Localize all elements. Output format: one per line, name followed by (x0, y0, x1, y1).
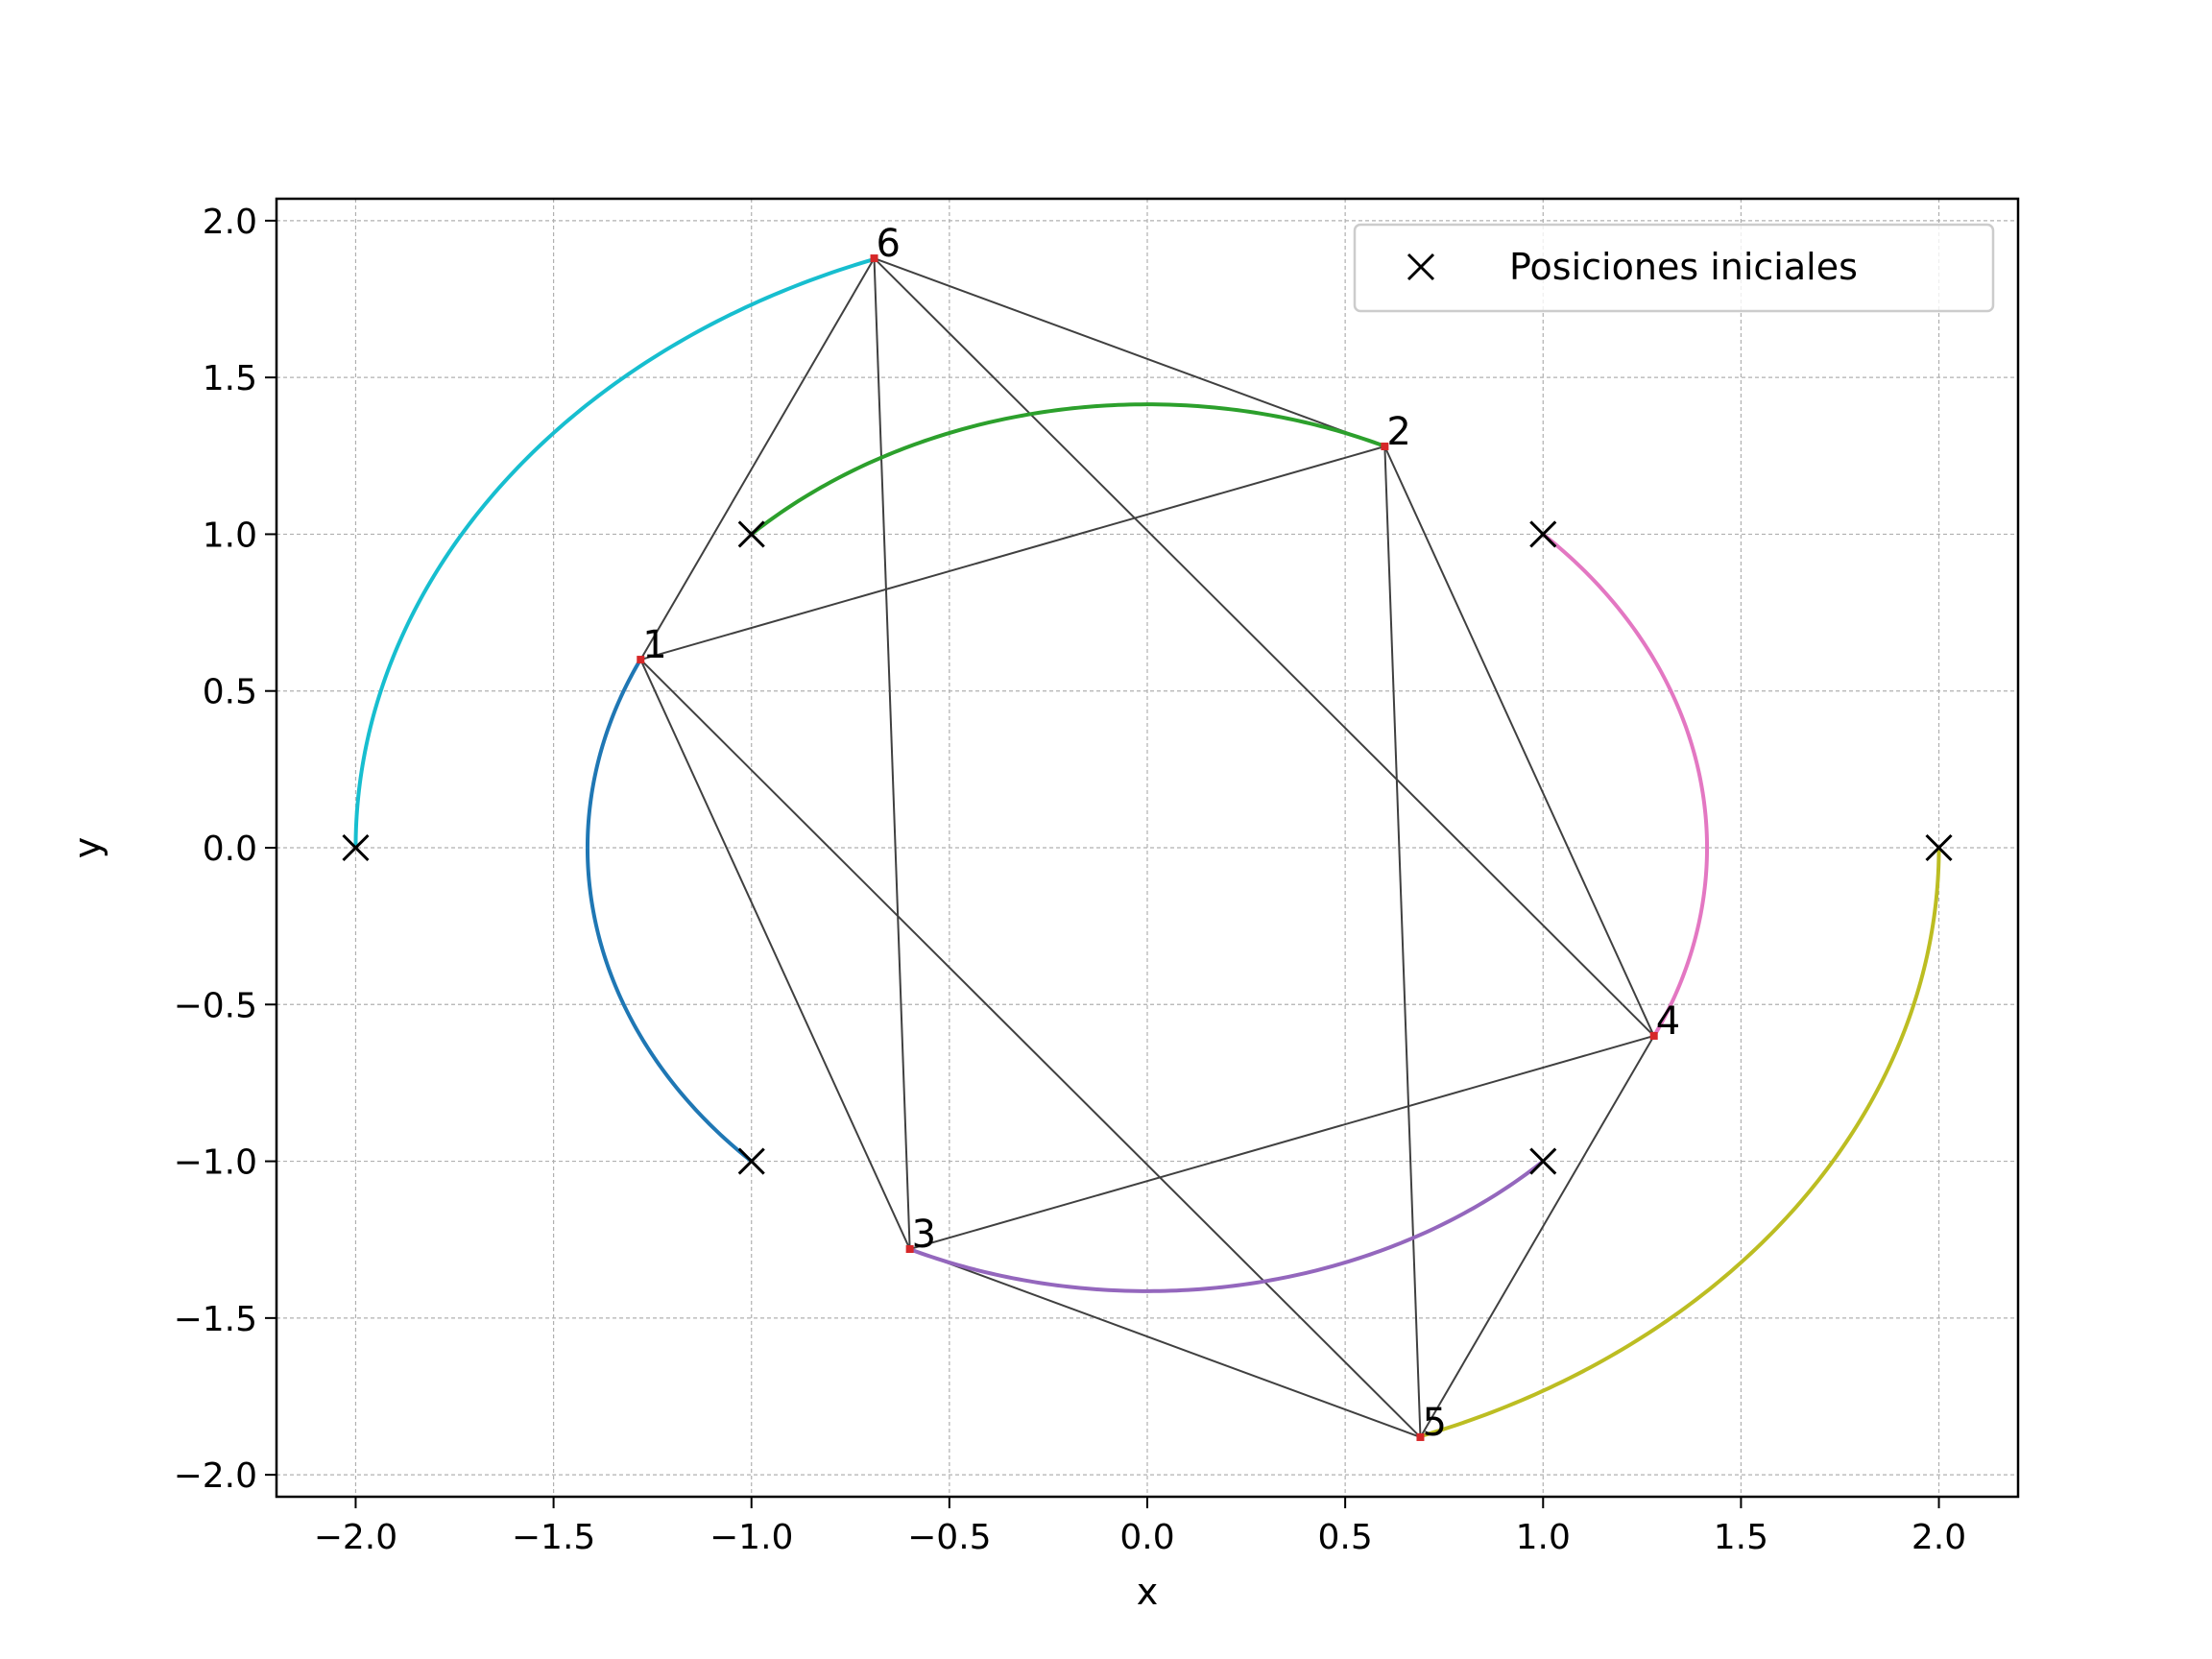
x-tick-label: −2.0 (314, 1518, 397, 1557)
final-markers (637, 254, 1658, 1441)
x-ticks: −2.0 −1.5 −1.0 −0.5 0.0 0.5 1.0 1.5 2.0 (314, 1497, 1966, 1557)
x-tick-label: 2.0 (1911, 1518, 1966, 1557)
y-tick-label: −1.5 (174, 1300, 257, 1339)
initial-position-marker (342, 833, 370, 862)
edge-1-3 (639, 659, 911, 1250)
edge-2-5 (1383, 445, 1422, 1437)
y-tick-label: 0.5 (203, 673, 257, 712)
initial-position-marker (1529, 520, 1557, 548)
edge-2-4 (1383, 445, 1655, 1037)
y-tick-label: −2.0 (174, 1456, 257, 1496)
trajectories (353, 256, 1941, 1439)
point-label: 2 (1386, 410, 1410, 454)
edge-4-5 (1419, 1035, 1655, 1438)
y-tick-label: −1.0 (174, 1143, 257, 1183)
trajectory-1 (585, 659, 753, 1164)
x-tick-label: 1.0 (1516, 1518, 1571, 1557)
x-tick-label: 0.5 (1318, 1518, 1373, 1557)
edge-1-5 (639, 659, 1422, 1438)
y-ticks: −2.0 −1.5 −1.0 −0.5 0.0 0.5 1.0 1.5 2.0 (174, 203, 276, 1496)
x-tick-label: −0.5 (907, 1518, 991, 1557)
trajectory-6 (353, 256, 878, 849)
final-point-marker (1649, 1031, 1658, 1040)
edge-1-6 (639, 257, 876, 661)
trajectory-3 (909, 1159, 1545, 1293)
initial-position-marker (1529, 1147, 1557, 1175)
point-label: 4 (1656, 999, 1680, 1044)
point-label: 1 (642, 623, 666, 667)
trajectory-5 (1417, 847, 1941, 1439)
y-tick-label: 1.5 (203, 359, 257, 398)
trajectory-2 (750, 402, 1385, 537)
point-label: 3 (912, 1213, 936, 1257)
legend-x-glyph (1407, 252, 1435, 281)
trajectory-4 (1542, 532, 1710, 1037)
edges (639, 257, 1655, 1438)
point-label: 5 (1422, 1401, 1446, 1445)
y-axis-label: y (66, 837, 108, 859)
initial-position-marker (737, 1147, 765, 1175)
edge-1-2 (640, 445, 1385, 661)
edge-4-6 (873, 257, 1655, 1037)
y-tick-label: 1.0 (203, 516, 257, 555)
initial-position-marker (1925, 833, 1953, 862)
initial-position-marker (737, 520, 765, 548)
final-point-marker (905, 1245, 914, 1254)
point-label: 6 (877, 222, 901, 266)
legend-label: Posiciones iniciales (1509, 246, 1858, 288)
final-point-marker (1381, 442, 1389, 450)
legend: Posiciones iniciales (1353, 223, 1995, 313)
y-tick-label: 2.0 (203, 203, 257, 242)
y-tick-label: 0.0 (203, 830, 257, 869)
legend-x-marker (1407, 252, 1435, 281)
grid (276, 199, 2018, 1497)
edge-3-4 (909, 1034, 1654, 1250)
final-point-marker (637, 656, 645, 664)
x-tick-label: −1.0 (709, 1518, 793, 1557)
edge-3-5 (909, 1248, 1421, 1438)
point-labels: 1 2 3 4 5 6 (642, 222, 1680, 1445)
x-axis-label: x (1137, 1571, 1159, 1613)
final-point-marker (1416, 1432, 1425, 1441)
final-point-marker (870, 254, 878, 263)
x-tick-label: −1.5 (512, 1518, 595, 1557)
x-tick-label: 1.5 (1714, 1518, 1768, 1557)
y-tick-label: −0.5 (174, 986, 257, 1025)
initial-markers (342, 520, 1953, 1175)
x-tick-label: 0.0 (1119, 1518, 1174, 1557)
edge-3-6 (873, 258, 911, 1250)
legend-box (1353, 223, 1995, 313)
edge-2-6 (874, 257, 1385, 447)
